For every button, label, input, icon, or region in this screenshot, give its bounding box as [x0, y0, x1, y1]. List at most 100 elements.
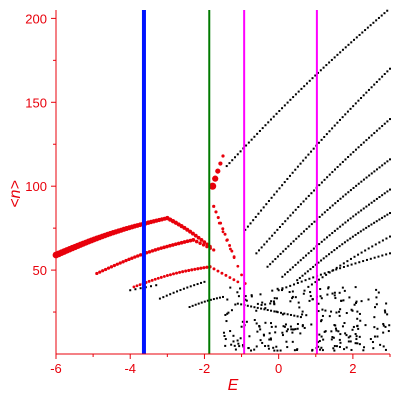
black-data-point [259, 293, 262, 296]
black-data-point [224, 338, 227, 341]
red-data-point [216, 215, 220, 220]
black-data-point [299, 162, 302, 165]
black-data-point [200, 301, 203, 304]
black-data-point [388, 324, 391, 327]
black-data-point [314, 74, 317, 77]
black-data-point [343, 322, 346, 325]
black-data-point [367, 88, 370, 91]
black-data-point [289, 268, 292, 271]
black-data-point [369, 257, 372, 260]
black-data-point [273, 349, 276, 352]
black-data-point [369, 338, 372, 341]
black-data-point [339, 118, 341, 121]
black-data-point [351, 309, 354, 312]
black-data-point [237, 342, 240, 345]
black-data-point [273, 310, 276, 313]
ticks: -6 -4 -2 0 2 50 100 150 200 [25, 11, 391, 376]
black-data-point [301, 274, 304, 277]
black-data-point [260, 303, 263, 306]
black-data-point [370, 134, 373, 137]
black-data-point [300, 232, 303, 235]
red-data-point [199, 238, 204, 242]
black-data-point [378, 218, 381, 221]
black-data-point [381, 216, 384, 219]
black-data-point [291, 266, 294, 269]
black-data-point [327, 286, 330, 289]
black-data-point [260, 246, 263, 249]
black-data-point [386, 160, 389, 163]
black-data-point [328, 315, 331, 318]
black-data-point [282, 250, 285, 253]
red-data-point [188, 238, 193, 243]
black-data-point [273, 297, 276, 300]
black-data-point [346, 239, 349, 242]
black-data-point [296, 327, 299, 330]
black-data-point [339, 163, 342, 166]
red-data-point [179, 240, 184, 245]
black-data-point [346, 110, 349, 113]
black-data-point [309, 268, 312, 271]
black-data-point [182, 287, 185, 290]
black-data-point [263, 308, 266, 311]
black-data-point [362, 178, 365, 181]
black-data-point [362, 260, 365, 263]
black-data-point [253, 306, 256, 309]
black-data-point [281, 275, 284, 278]
black-data-point [179, 289, 182, 292]
black-data-point [294, 208, 297, 211]
black-data-point [310, 323, 313, 326]
black-data-point [253, 319, 256, 322]
black-data-point [354, 213, 357, 216]
black-data-point [289, 242, 292, 245]
black-data-point [318, 278, 320, 281]
black-data-point [357, 253, 360, 256]
black-data-point [373, 256, 376, 259]
red-data-point [121, 260, 125, 264]
black-data-point [365, 205, 368, 208]
black-data-point [270, 322, 272, 325]
black-data-point [320, 259, 323, 262]
black-data-point [286, 271, 289, 274]
black-data-point [371, 245, 374, 248]
black-data-point [239, 287, 242, 290]
black-data-point [215, 297, 218, 300]
black-data-point [341, 325, 344, 328]
black-data-point [357, 99, 360, 102]
black-data-point [340, 299, 343, 302]
black-data-point [281, 289, 284, 292]
black-data-point [350, 41, 353, 44]
black-data-point [327, 271, 330, 274]
red-data-point [162, 245, 166, 250]
axes [55, 10, 390, 355]
black-data-point [200, 281, 203, 284]
black-data-point [294, 296, 297, 299]
black-data-point [250, 295, 253, 298]
black-data-point [375, 19, 378, 22]
y-tick-label: 150 [25, 95, 47, 110]
black-data-point [281, 184, 284, 187]
black-data-point [312, 147, 315, 150]
black-data-point [272, 346, 275, 349]
black-data-point [285, 340, 288, 343]
black-data-point [325, 255, 328, 258]
black-data-point [339, 51, 342, 54]
black-data-point [364, 249, 367, 252]
black-data-point [354, 233, 357, 236]
black-data-point [317, 341, 320, 344]
red-data-point [138, 283, 142, 287]
black-data-point [386, 70, 389, 73]
red-data-point [205, 265, 209, 269]
red-data-point [224, 273, 228, 277]
black-data-point [349, 217, 352, 220]
black-data-point [365, 91, 368, 94]
black-data-point [176, 290, 179, 293]
black-data-point [338, 310, 341, 313]
black-data-point [264, 303, 267, 306]
black-data-point [299, 203, 302, 206]
black-data-point [304, 156, 307, 159]
black-data-point [372, 21, 375, 24]
black-data-point [286, 328, 289, 331]
black-data-point [335, 311, 338, 314]
black-data-point [261, 341, 264, 344]
red-data-point [194, 239, 199, 244]
